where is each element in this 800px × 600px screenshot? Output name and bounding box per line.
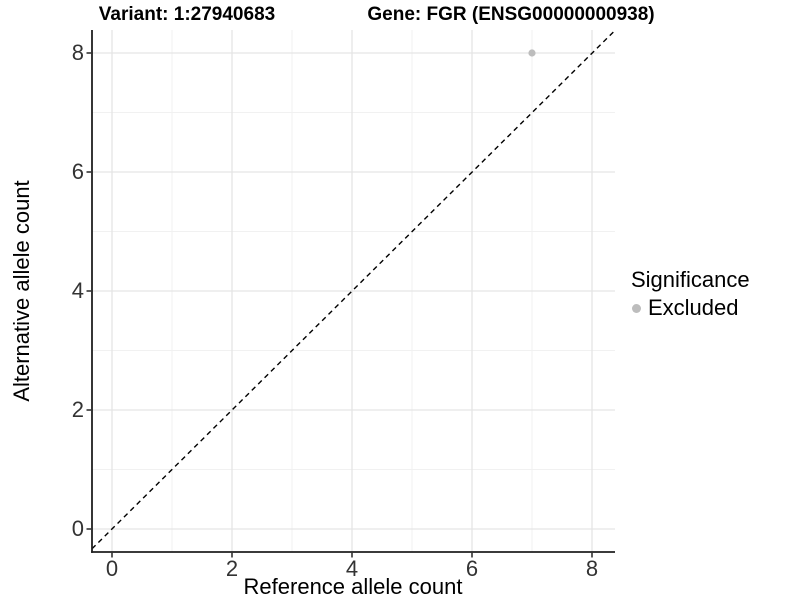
legend: Significance Excluded (631, 267, 750, 321)
x-tick-label-8: 8 (585, 556, 599, 581)
data-point (528, 49, 536, 57)
x-tick-label-0: 0 (105, 556, 119, 581)
y-tick-label-6: 6 (71, 159, 84, 184)
legend-title: Significance (631, 267, 750, 292)
x-tick-marks (111, 552, 593, 558)
x-tick-label-6: 6 (465, 556, 479, 581)
y-tick-label-2: 2 (71, 397, 84, 422)
y-axis-title: Alternative allele count (9, 180, 34, 402)
plot-title-gene: Gene: FGR (ENSG00000000938) (367, 4, 655, 25)
y-tick-marks (86, 52, 92, 530)
y-tick-label-8: 8 (71, 40, 84, 65)
legend-item-excluded: Excluded (631, 295, 750, 321)
grid-major-lines (92, 30, 615, 552)
x-axis-title: Reference allele count (243, 574, 463, 599)
identity-dashed-line (91, 29, 616, 550)
plot-title-variant: Variant: 1:27940683 (98, 4, 276, 25)
legend-item-label: Excluded (648, 295, 739, 320)
x-tick-label-2: 2 (225, 556, 239, 581)
y-tick-label-4: 4 (71, 278, 84, 303)
y-tick-label-0: 0 (71, 516, 84, 541)
x-tick-label-4: 4 (345, 556, 359, 581)
legend-point-icon (632, 303, 641, 313)
